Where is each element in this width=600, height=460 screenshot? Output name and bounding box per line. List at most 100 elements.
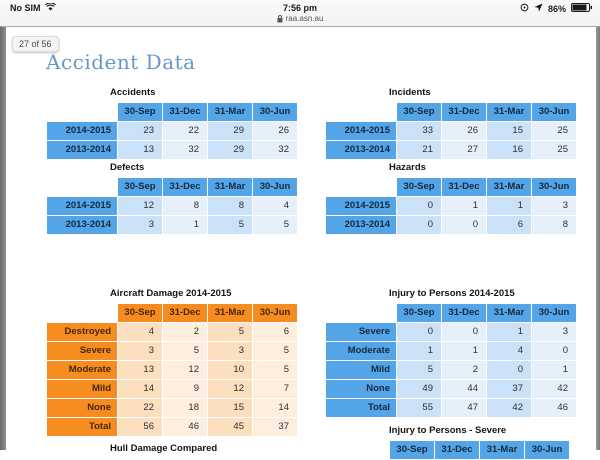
column-header: 30-Jun [531, 177, 577, 197]
injury-persons-title: Injury to Persons 2014-2015 [389, 288, 515, 299]
corner-cell [326, 103, 397, 122]
row-label: 2014-2015 [46, 196, 118, 216]
page-left-edge [0, 27, 6, 450]
row-label: 2013-2014 [325, 215, 397, 235]
value-cell: 26 [252, 121, 298, 141]
table-row: Moderate 13 12 10 5 [46, 360, 298, 380]
page-indicator-badge: 27 of 56 [12, 36, 59, 52]
status-bar: No SIM 7:56 pm 86% [0, 0, 600, 27]
injury-severe-table: 30-Sep 31-Dec 31-Mar 30-Jun [325, 440, 570, 460]
value-cell: 25 [531, 121, 577, 141]
value-cell: 25 [531, 140, 577, 160]
table-row: 2013-2014 21 27 16 25 [325, 140, 577, 160]
injury-persons-table: 30-Sep 31-Dec 31-Mar 30-Jun Severe 0 0 1 3 Modera… [325, 303, 577, 418]
header-row: 30-Sep 31-Dec 31-Mar 30-Jun [326, 102, 577, 122]
column-header: 30-Sep [117, 303, 163, 323]
value-cell: 26 [441, 121, 487, 141]
value-cell: 23 [117, 121, 163, 141]
row-label: Mild [46, 379, 118, 399]
header-row: 30-Sep 31-Dec 31-Mar 30-Jun [47, 102, 298, 122]
value-cell: 12 [117, 196, 163, 216]
table-row: None 49 44 37 42 [325, 379, 577, 399]
corner-cell [47, 103, 118, 122]
row-label: 2014-2015 [46, 121, 118, 141]
column-header: 31-Dec [162, 177, 208, 197]
value-cell: 22 [117, 398, 163, 418]
value-cell: 2 [441, 360, 487, 380]
column-header: 30-Sep [117, 177, 163, 197]
value-cell: 49 [396, 379, 442, 399]
value-cell: 32 [162, 140, 208, 160]
column-header: 31-Mar [486, 102, 532, 122]
value-cell: 1 [531, 360, 577, 380]
value-cell: 5 [162, 341, 208, 361]
value-cell: 1 [441, 341, 487, 361]
accidents-title: Accidents [110, 87, 156, 98]
table-row: Mild 5 2 0 1 [325, 360, 577, 380]
incidents-title: Incidents [389, 87, 431, 98]
row-label: Severe [325, 322, 397, 342]
column-header: 31-Dec [162, 102, 208, 122]
column-header: 31-Dec [162, 303, 208, 323]
column-header: 30-Sep [389, 440, 435, 460]
value-cell: 6 [486, 215, 532, 235]
row-label: 2013-2014 [46, 215, 118, 235]
orientation-lock-icon [520, 3, 529, 14]
table-row: 2014-2015 23 22 29 26 [46, 121, 298, 141]
incidents-table-section: Incidents 30-Sep 31-Dec 31-Mar 30-Jun 2014-20… [325, 87, 577, 160]
value-cell: 1 [486, 196, 532, 216]
value-cell: 0 [396, 196, 442, 216]
value-cell: 56 [117, 417, 163, 437]
lock-icon [277, 14, 283, 22]
aircraft-damage-title: Aircraft Damage 2014-2015 [110, 288, 232, 299]
value-cell: 5 [252, 341, 298, 361]
value-cell: 1 [441, 196, 487, 216]
value-cell: 3 [117, 341, 163, 361]
column-header: 31-Dec [441, 177, 487, 197]
value-cell: 5 [207, 322, 253, 342]
table-row: 2014-2015 0 1 1 3 [325, 196, 577, 216]
table-row: Severe 0 0 1 3 [325, 322, 577, 342]
value-cell: 12 [207, 379, 253, 399]
table-row: 2014-2015 33 26 15 25 [325, 121, 577, 141]
value-cell: 37 [252, 417, 298, 437]
row-label: 2013-2014 [325, 140, 397, 160]
incidents-table: 30-Sep 31-Dec 31-Mar 30-Jun 2014-2015 33 26 15 2… [325, 102, 577, 160]
value-cell: 46 [531, 398, 577, 418]
value-cell: 3 [531, 196, 577, 216]
row-label: Moderate [46, 360, 118, 380]
value-cell: 8 [531, 215, 577, 235]
header-row: 30-Sep 31-Dec 31-Mar 30-Jun [326, 177, 577, 197]
value-cell: 42 [486, 398, 532, 418]
clock: 7:56 pm [282, 3, 317, 13]
column-header: 30-Jun [531, 303, 577, 323]
header-row: 30-Sep 31-Dec 31-Mar 30-Jun [47, 177, 298, 197]
value-cell: 0 [441, 215, 487, 235]
row-label: Severe [46, 341, 118, 361]
value-cell: 32 [252, 140, 298, 160]
row-label: 2013-2014 [46, 140, 118, 160]
row-label: 2014-2015 [325, 196, 397, 216]
value-cell: 0 [531, 341, 577, 361]
value-cell: 5 [207, 215, 253, 235]
value-cell: 5 [252, 215, 298, 235]
defects-table-section: Defects 30-Sep 31-Dec 31-Mar 30-Jun 2014-2015… [46, 162, 298, 235]
status-left: No SIM [10, 2, 56, 13]
column-header: 30-Sep [396, 303, 442, 323]
value-cell: 7 [252, 379, 298, 399]
url-label: raa.asn.au [285, 14, 324, 23]
url-bar[interactable]: raa.asn.au [0, 14, 600, 23]
value-cell: 5 [252, 360, 298, 380]
row-label: Total [325, 398, 397, 418]
value-cell: 22 [162, 121, 208, 141]
value-cell: 55 [396, 398, 442, 418]
page-right-edge [596, 27, 600, 450]
column-header: 31-Mar [207, 303, 253, 323]
value-cell: 2 [162, 322, 208, 342]
column-header: 30-Jun [252, 303, 298, 323]
wifi-icon [44, 2, 56, 13]
corner-cell [325, 441, 390, 460]
clipped-next-section-heading: Hull Damage Compared [110, 443, 218, 454]
injury-persons-table-section: Injury to Persons 2014-2015 30-Sep 31-Dec 3… [325, 288, 577, 418]
